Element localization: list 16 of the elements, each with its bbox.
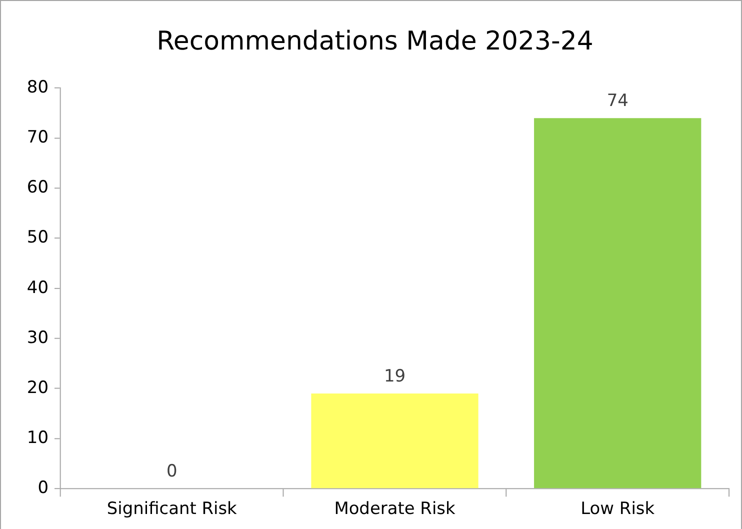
data-label: 74 <box>606 90 628 110</box>
y-tick-label: 10 <box>26 427 49 448</box>
y-tick-label: 40 <box>26 276 49 297</box>
x-tick-label: Moderate Risk <box>334 498 456 518</box>
y-tick-label: 20 <box>26 376 49 397</box>
y-tick-label: 70 <box>26 126 49 147</box>
y-tick-label: 0 <box>38 477 49 498</box>
data-label: 19 <box>384 365 406 386</box>
y-tick-label: 50 <box>26 226 49 247</box>
y-tick-label: 60 <box>26 176 49 197</box>
y-tick-label: 30 <box>26 326 49 347</box>
x-tick-label: Significant Risk <box>106 498 238 518</box>
x-tick-label: Low Risk <box>580 498 655 518</box>
chart-title: Recommendations Made 2023-24 <box>156 26 594 56</box>
y-tick-label: 80 <box>26 76 49 96</box>
data-label: 0 <box>166 460 178 481</box>
